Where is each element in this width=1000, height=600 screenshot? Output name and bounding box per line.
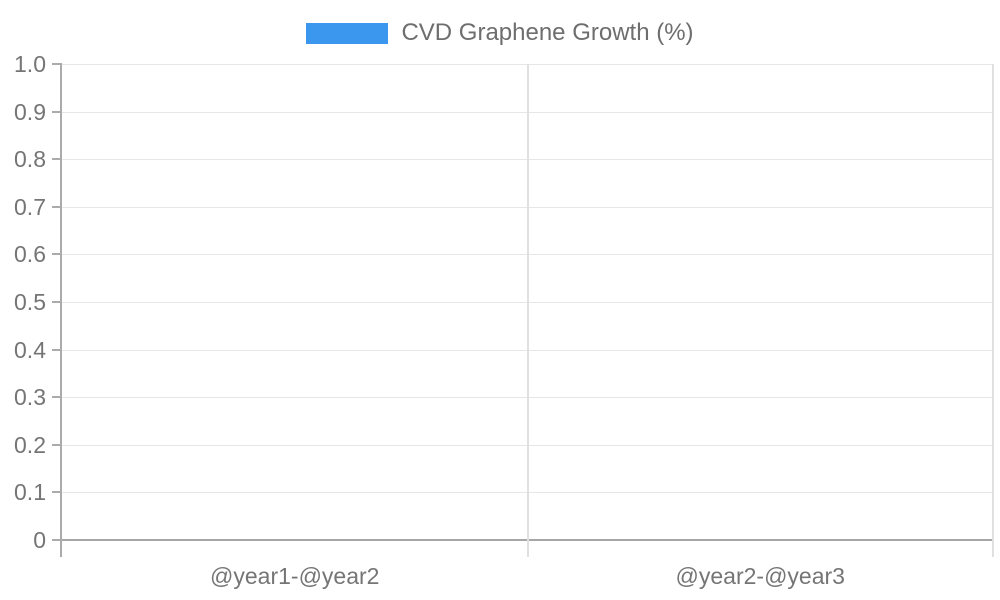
y-axis-label: 0 (33, 527, 46, 553)
y-axis-tick (52, 158, 62, 161)
y-axis-tick (52, 539, 62, 541)
legend-swatch (306, 22, 389, 44)
y-axis-label: 0.8 (14, 146, 46, 173)
y-axis-label: 0.6 (14, 241, 46, 268)
y-axis-tick (52, 491, 62, 494)
y-axis-label: 0.9 (14, 98, 46, 125)
y-axis-tick (52, 63, 62, 65)
category-boundary-line (992, 64, 994, 557)
chart-legend: CVD Graphene Growth (%) (0, 20, 1000, 46)
y-axis-tick (52, 253, 62, 256)
legend-label: CVD Graphene Growth (%) (401, 19, 694, 46)
y-axis-label: 0.2 (14, 431, 46, 458)
y-axis-tick (52, 443, 62, 446)
y-axis-line (60, 64, 62, 557)
y-axis-label: 1.0 (14, 51, 46, 77)
y-axis-tick (52, 301, 62, 303)
y-axis-tick (52, 396, 62, 399)
y-axis-label: 0.7 (14, 193, 46, 220)
x-axis-label: @year1-@year2 (210, 563, 380, 589)
y-axis-label: 0.1 (14, 479, 46, 506)
y-axis-tick (52, 205, 62, 208)
x-axis-label: @year2-@year3 (675, 563, 845, 589)
y-axis-tick (52, 110, 62, 113)
y-axis-label: 0.5 (14, 289, 46, 315)
y-axis-tick (52, 348, 62, 351)
y-axis-label: 0.3 (14, 384, 46, 411)
category-boundary-line (526, 64, 529, 557)
y-axis-label: 0.4 (14, 336, 46, 363)
